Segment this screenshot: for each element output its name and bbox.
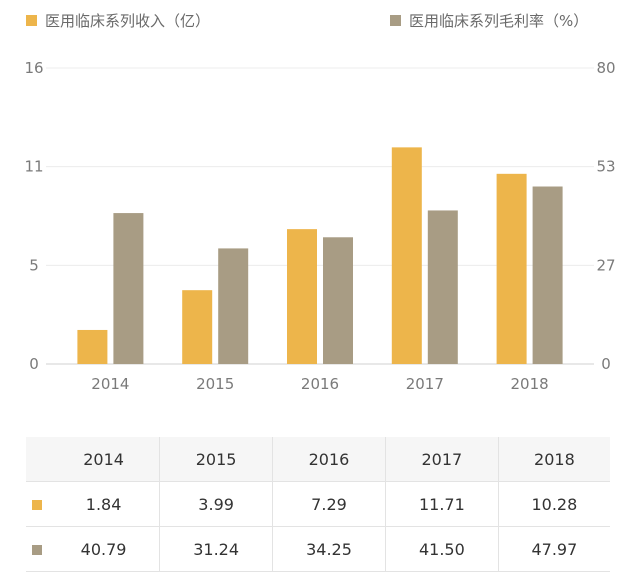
- table-year-2017: 2017: [385, 437, 499, 482]
- x-tick-label: 2015: [196, 375, 234, 393]
- table-swatch-revenue: [26, 482, 48, 527]
- x-tick-label: 2016: [301, 375, 339, 393]
- table-year-2015: 2015: [159, 437, 274, 482]
- table-year-2018: 2018: [534, 449, 575, 469]
- table-header-row: 2014 2015 2016 2017 2018: [26, 437, 610, 482]
- legend-swatch-revenue: [26, 15, 37, 26]
- bar-revenue-2017: [391, 147, 422, 364]
- bar-margin-2014: [113, 213, 144, 364]
- bar-margin-2015: [218, 248, 249, 364]
- table-cell: 40.79: [48, 526, 161, 572]
- bar-margin-2017: [427, 210, 458, 364]
- bar-revenue-2018: [496, 173, 527, 364]
- table-cell: 3.99: [159, 481, 274, 527]
- data-table: 2014 2015 2016 2017 2018 1.84 3.99 7.29 …: [26, 437, 610, 572]
- legend-item-revenue: 医用临床系列收入（亿）: [26, 10, 210, 31]
- bar-margin-2018: [532, 186, 563, 364]
- table-year-2016: 2016: [272, 437, 386, 482]
- y-left-tick-label: 0: [29, 355, 39, 373]
- table-row-revenue: 1.84 3.99 7.29 11.71 10.28: [26, 481, 610, 527]
- bar-revenue-2015: [182, 290, 213, 364]
- x-tick-label: 2017: [406, 375, 444, 393]
- table-year-2014: 2014: [48, 437, 161, 482]
- table-cell: 10.28: [531, 494, 578, 514]
- table-cell: 41.50: [385, 526, 499, 572]
- legend-label-margin: 医用临床系列毛利率（%）: [409, 12, 589, 30]
- table-corner-cell: [26, 437, 48, 482]
- table-cell: 47.97: [531, 539, 578, 559]
- table-cell: 31.24: [159, 526, 274, 572]
- table-row-margin: 40.79 31.24 34.25 41.50 47.97: [26, 526, 610, 572]
- table-swatch-margin: [26, 527, 48, 572]
- y-right-tick-label: 27: [596, 256, 615, 274]
- y-right-tick-label: 80: [596, 59, 615, 77]
- x-tick-label: 2018: [511, 375, 549, 393]
- table-cell: 34.25: [272, 526, 386, 572]
- bar-revenue-2014: [77, 329, 108, 364]
- y-right-tick-label: 0: [601, 355, 611, 373]
- bar-chart: 0 0 5 27 11 53 16 80 2014 2015 2016 2017 2018: [24, 59, 615, 393]
- table-cell: 11.71: [385, 481, 499, 527]
- legend-item-margin: 医用临床系列毛利率（%）: [390, 10, 588, 31]
- table-cell: 1.84: [48, 481, 161, 527]
- y-right-tick-label: 53: [596, 158, 615, 176]
- table-cell: 7.29: [272, 481, 386, 527]
- y-left-tick-label: 11: [24, 158, 43, 176]
- bar-margin-2016: [323, 237, 353, 364]
- bar-revenue-2016: [287, 229, 317, 364]
- legend-swatch-margin: [390, 15, 401, 26]
- legend-label-revenue: 医用临床系列收入（亿）: [45, 12, 211, 30]
- y-left-tick-label: 5: [29, 256, 39, 274]
- chart-legend: 医用临床系列收入（亿） 医用临床系列毛利率（%）: [0, 6, 640, 30]
- x-tick-label: 2014: [91, 375, 129, 393]
- y-left-tick-label: 16: [24, 59, 43, 77]
